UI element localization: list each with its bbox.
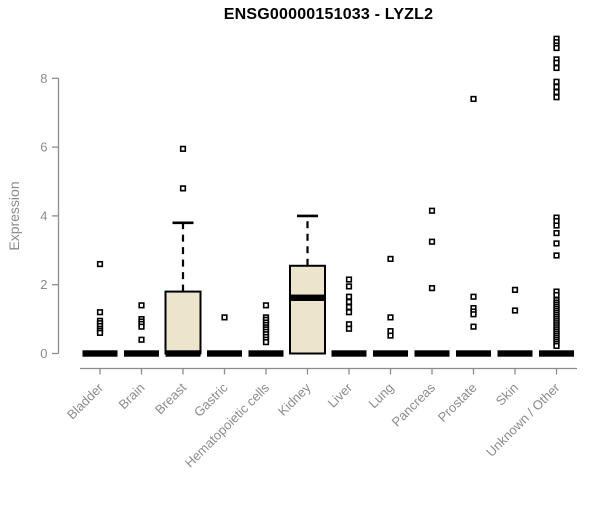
- y-tick-label: 6: [40, 140, 47, 155]
- outlier-point: [553, 222, 560, 229]
- outlier-point: [387, 255, 394, 263]
- x-tick-label: Unknown / Other: [483, 380, 563, 460]
- outlier-point: [511, 286, 519, 293]
- outlier-point: [387, 332, 394, 339]
- outlier-point: [553, 291, 560, 299]
- x-tick-label: Liver: [325, 380, 356, 411]
- outlier-point: [96, 260, 104, 268]
- outlier-point: [511, 307, 519, 314]
- outlier-point: [470, 293, 477, 300]
- outlier-point: [553, 230, 560, 237]
- outlier-point: [428, 238, 436, 245]
- x-tick-label: Breast: [152, 380, 189, 417]
- median-bar: [248, 350, 284, 357]
- outlier-point: [221, 314, 228, 321]
- y-tick-label: 8: [40, 71, 47, 86]
- outlier-point: [345, 303, 353, 311]
- outlier-point: [553, 94, 560, 101]
- outlier-point: [428, 285, 436, 292]
- outlier-point: [387, 314, 394, 321]
- outlier-point: [428, 207, 436, 214]
- median-bar: [539, 350, 574, 357]
- y-tick-label: 2: [40, 277, 47, 292]
- outlier-point: [553, 59, 560, 66]
- y-axis-title: Expression: [6, 181, 22, 251]
- outlier-point: [262, 302, 270, 309]
- median-bar: [290, 294, 325, 301]
- x-tick-label: Brain: [116, 380, 148, 412]
- median-bar: [207, 350, 242, 357]
- median-bar: [82, 350, 118, 357]
- median-bar: [124, 350, 159, 357]
- median-bar: [373, 350, 408, 357]
- median-bar: [331, 350, 367, 357]
- outlier-point: [262, 339, 270, 346]
- outlier-point: [553, 64, 560, 72]
- median-bar: [165, 350, 201, 357]
- median-bar: [497, 350, 533, 357]
- x-tick-label: Pancreas: [389, 380, 439, 430]
- x-tick-label: Skin: [493, 380, 521, 408]
- outlier-point: [138, 302, 145, 309]
- outlier-point: [96, 309, 104, 316]
- outlier-point: [470, 95, 477, 103]
- y-tick-label: 0: [40, 346, 47, 361]
- x-tick-label: Kidney: [275, 380, 314, 419]
- median-bar: [456, 350, 491, 357]
- x-tick-label: Lung: [366, 380, 397, 411]
- y-tick-label: 4: [40, 208, 47, 223]
- outlier-point: [345, 325, 353, 332]
- outlier-point: [345, 283, 353, 290]
- outlier-point: [345, 293, 353, 300]
- median-bar: [414, 350, 450, 357]
- outlier-point: [553, 240, 560, 247]
- x-tick-label: Bladder: [64, 380, 107, 423]
- x-tick-label: Prostate: [435, 380, 480, 425]
- outlier-point: [553, 78, 560, 85]
- outlier-point: [179, 185, 187, 192]
- chart-title: ENSG00000151033 - LYZL2: [223, 6, 434, 23]
- outlier-point: [96, 329, 104, 336]
- x-tick-label: Gastric: [191, 380, 231, 420]
- outlier-point: [345, 276, 353, 283]
- box: [289, 264, 326, 355]
- outlier-point: [138, 323, 145, 330]
- outlier-point: [138, 336, 145, 343]
- outlier-point: [345, 298, 353, 306]
- outlier-point: [470, 311, 477, 318]
- outlier-point: [179, 145, 187, 152]
- outlier-point: [553, 342, 560, 350]
- outlier-point: [553, 88, 560, 96]
- outlier-point: [470, 323, 477, 330]
- outlier-point: [553, 44, 560, 52]
- outlier-point: [553, 252, 560, 259]
- outlier-point: [553, 83, 560, 90]
- box: [164, 290, 202, 355]
- outlier-point: [345, 309, 353, 316]
